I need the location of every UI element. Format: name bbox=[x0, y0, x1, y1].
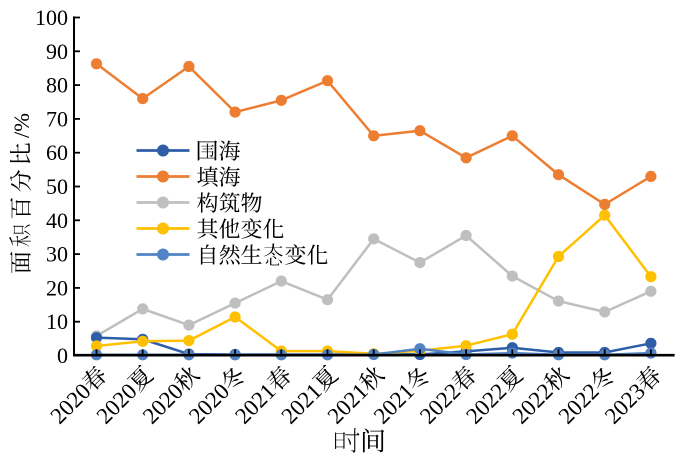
svg-text:10: 10 bbox=[46, 309, 68, 334]
svg-text:100: 100 bbox=[35, 5, 68, 30]
svg-text:90: 90 bbox=[46, 39, 68, 64]
svg-text:60: 60 bbox=[46, 140, 68, 165]
svg-text:0: 0 bbox=[57, 343, 68, 368]
svg-text:50: 50 bbox=[46, 174, 68, 199]
svg-text:80: 80 bbox=[46, 73, 68, 98]
svg-text:40: 40 bbox=[46, 208, 68, 233]
svg-text:70: 70 bbox=[46, 106, 68, 131]
svg-text:20: 20 bbox=[46, 275, 68, 300]
svg-text:30: 30 bbox=[46, 242, 68, 267]
svg-text:/%: /% bbox=[9, 113, 34, 138]
